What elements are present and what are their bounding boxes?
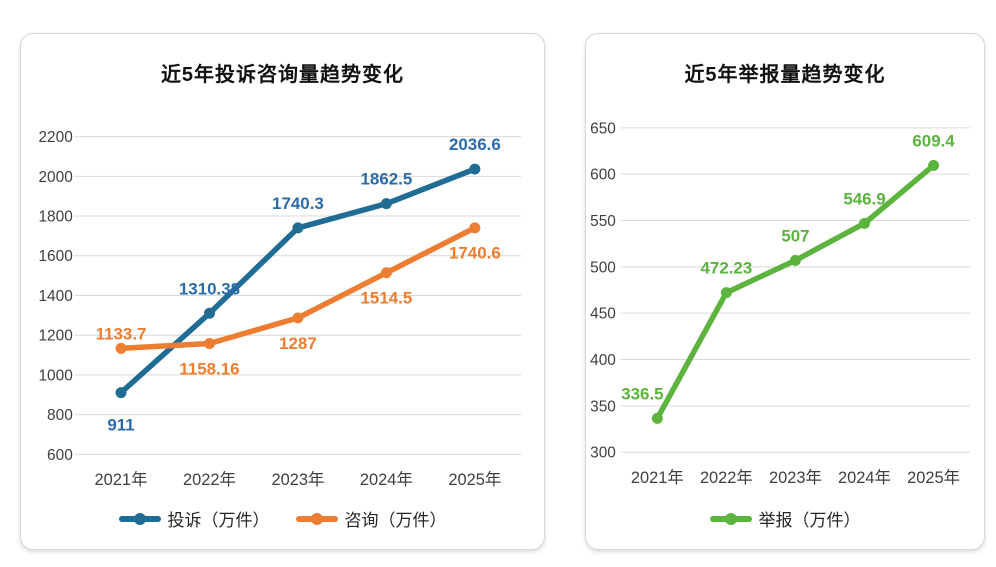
- y-tick-label: 1600: [38, 248, 72, 265]
- x-tick-label: 2024年: [838, 469, 891, 487]
- y-tick-label: 350: [590, 398, 616, 415]
- y-tick-label: 450: [590, 306, 616, 323]
- data-point-marker: [720, 287, 732, 299]
- data-point-label: 336.5: [621, 384, 663, 403]
- data-point-marker: [928, 159, 940, 171]
- x-tick-label: 2022年: [183, 471, 236, 489]
- y-tick-label: 2000: [38, 169, 72, 186]
- y-tick-label: 1800: [38, 209, 72, 226]
- data-point-label: 2036.6: [449, 135, 501, 154]
- legend-line-marker-icon: [118, 512, 161, 525]
- data-point-label: 1740.6: [449, 244, 501, 263]
- data-point-marker: [469, 222, 481, 234]
- x-tick-label: 2025年: [448, 471, 501, 489]
- data-point-marker: [789, 254, 801, 266]
- legend-label: 咨询（万件）: [344, 511, 447, 530]
- x-tick-label: 2021年: [95, 471, 148, 489]
- legend-label: 举报（万件）: [758, 511, 861, 530]
- y-tick-label: 650: [590, 120, 616, 137]
- data-point-label: 546.9: [843, 189, 885, 208]
- x-tick-label: 2025年: [907, 469, 960, 487]
- x-tick-label: 2022年: [700, 469, 753, 487]
- legend-line-marker-icon: [295, 512, 338, 525]
- reports-chart-legend: 举报（万件）: [586, 506, 984, 531]
- data-point-marker: [380, 198, 392, 210]
- series-line: [654, 162, 937, 422]
- y-tick-label: 600: [47, 447, 73, 464]
- legend-item: 举报（万件）: [709, 506, 861, 531]
- y-tick-label: 800: [47, 407, 73, 424]
- data-point-marker: [469, 163, 481, 175]
- reports-chart-card: 近5年举报量趋势变化 300 350 400 450 500 550 600 650 2021年…: [585, 33, 985, 550]
- data-point-label: 507: [781, 226, 809, 245]
- y-tick-label: 1200: [38, 328, 72, 345]
- reports-chart-title: 近5年举报量趋势变化: [684, 64, 886, 86]
- legend-item: 咨询（万件）: [295, 506, 447, 531]
- y-tick-label: 2200: [38, 129, 72, 146]
- complaints-consultations-chart-title: 近5年投诉咨询量趋势变化: [160, 64, 405, 86]
- data-point-label: 1740.3: [272, 194, 324, 213]
- x-tick-label: 2023年: [769, 469, 822, 487]
- data-point-marker: [380, 267, 392, 279]
- data-point-marker: [651, 412, 663, 424]
- series-line: [118, 225, 478, 352]
- legend-item: 投诉（万件）: [118, 506, 270, 531]
- legend-line-marker-icon: [709, 512, 752, 525]
- data-point-label: 911: [107, 415, 134, 434]
- data-point-label: 1158.16: [179, 359, 239, 378]
- x-tick-label: 2021年: [631, 469, 684, 487]
- data-point-label: 1514.5: [361, 289, 413, 308]
- complaints-consultations-line-chart: 600 800 1000 1200 1400 1600 1800 2000 2200 2021年 2…: [38, 129, 522, 489]
- y-tick-label: 300: [590, 445, 616, 462]
- x-tick-label: 2023年: [271, 471, 324, 489]
- y-tick-label: 600: [590, 167, 616, 184]
- legend-label: 投诉（万件）: [167, 511, 270, 530]
- data-point-label: 1287: [279, 334, 317, 353]
- y-tick-label: 400: [590, 352, 616, 369]
- y-tick-label: 550: [590, 213, 616, 230]
- reports-line-chart: 300 350 400 450 500 550 600 650 2021年 2022年 2023年 2…: [590, 120, 971, 487]
- data-point-label: 472.23: [701, 259, 753, 278]
- y-tick-label: 1400: [38, 288, 72, 305]
- y-tick-label: 500: [590, 259, 616, 276]
- x-tick-label: 2024年: [360, 471, 413, 489]
- data-point-marker: [204, 338, 215, 349]
- data-point-label: 1133.7: [96, 324, 147, 343]
- complaints-consultations-chart-card: 近5年投诉咨询量趋势变化 600 800 1000 1200 1400 1600 1800 2…: [20, 33, 545, 550]
- data-point-marker: [115, 342, 127, 354]
- y-tick-label: 1000: [38, 367, 72, 384]
- data-point-marker: [292, 222, 304, 234]
- data-point-label: 609.4: [912, 132, 955, 151]
- data-point-marker: [859, 217, 870, 229]
- data-point-label: 1310.38: [179, 279, 240, 298]
- data-point-label: 1862.5: [361, 170, 413, 189]
- data-point-marker: [204, 307, 215, 319]
- data-point-marker: [292, 312, 304, 324]
- complaints-consultations-chart-legend: 投诉（万件） 咨询（万件）: [21, 506, 544, 531]
- data-point-marker: [115, 387, 127, 399]
